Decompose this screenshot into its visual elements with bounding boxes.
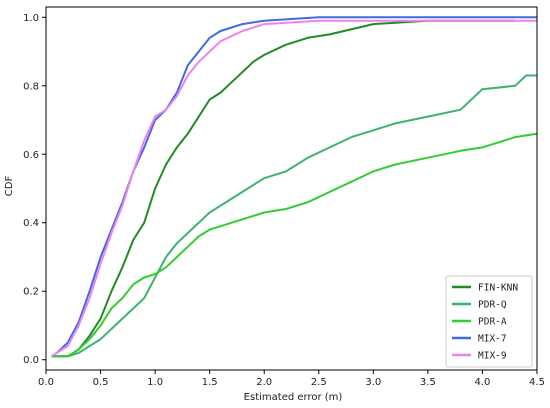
legend-label-fin-knn: FIN-KNN [478, 283, 518, 294]
x-tick-label: 0.5 [93, 377, 109, 388]
x-tick-label: 4.0 [474, 377, 490, 388]
x-axis-ticks: 0.0 0.5 1.0 1.5 2.0 2.5 3.0 3.5 4.0 4.5 [38, 370, 545, 388]
y-tick-label: 0.4 [23, 218, 39, 229]
x-axis-title: Estimated error (m) [244, 392, 343, 403]
y-axis-title: CDF [4, 176, 15, 197]
legend-label-mix-7: MIX-7 [478, 334, 507, 345]
plot-frame [45, 6, 538, 371]
x-tick-label: 2.5 [311, 377, 327, 388]
legend-label-pdr-a: PDR-A [478, 317, 507, 328]
series-line-pdr-q [51, 74, 537, 358]
x-tick-label: 4.5 [529, 377, 545, 388]
y-tick-label: 0.6 [23, 150, 39, 161]
legend: FIN-KNN PDR-Q PDR-A MIX-7 MIX-9 [445, 275, 533, 368]
y-tick-label: 0.8 [23, 81, 39, 92]
series-line-mix-7 [50, 16, 537, 358]
y-tick-label: 0.0 [23, 355, 39, 366]
series-line-mix-9 [50, 19, 537, 358]
legend-box [445, 275, 533, 368]
x-tick-label: 1.0 [147, 377, 163, 388]
x-tick-label: 3.0 [365, 377, 381, 388]
x-tick-label: 2.0 [256, 377, 272, 388]
legend-label-pdr-q: PDR-Q [478, 300, 507, 311]
series-line-fin-knn [51, 19, 516, 358]
x-tick-label: 3.5 [420, 377, 436, 388]
y-tick-label: 0.2 [23, 287, 39, 298]
x-tick-label: 0.0 [38, 377, 54, 388]
legend-label-mix-9: MIX-9 [478, 351, 507, 362]
plot-area [45, 6, 538, 371]
series-line-pdr-a [51, 132, 538, 358]
x-tick-label: 1.5 [202, 377, 218, 388]
y-axis-ticks: 0.0 0.2 0.4 0.6 0.8 1.0 [23, 13, 46, 366]
y-tick-label: 1.0 [23, 13, 39, 24]
